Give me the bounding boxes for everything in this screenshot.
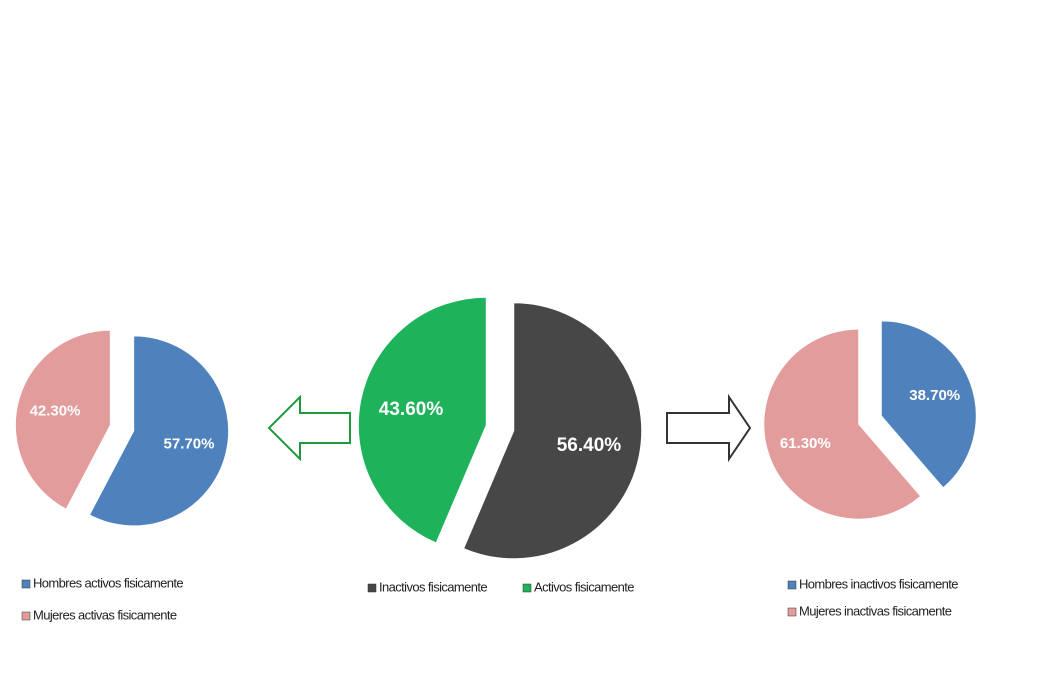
legend-swatch: [787, 580, 797, 590]
legend-swatch: [21, 611, 31, 621]
data-label: 38.70%: [909, 387, 960, 404]
pie-slice: [462, 302, 643, 560]
data-label: 61.30%: [780, 435, 831, 452]
data-label: 42.30%: [30, 402, 81, 419]
pie-slice: [14, 329, 111, 510]
legend-label: Hombres inactivos fisicamente: [799, 576, 958, 591]
pie-slice: [763, 328, 922, 520]
data-label: 56.40%: [557, 435, 622, 456]
legend-swatch: [787, 607, 797, 617]
legend-swatch: [21, 579, 31, 589]
pie-slice: [88, 335, 230, 527]
arrow-left: [267, 394, 351, 462]
pie-slice: [880, 320, 977, 489]
legend-label: Activos fisicamente: [534, 579, 634, 594]
arrow-right: [666, 393, 752, 463]
legend-label: Mujeres activas fisicamente: [33, 607, 177, 622]
data-label: 57.70%: [164, 435, 215, 452]
legend-label: Mujeres inactivas fisicamente: [799, 603, 952, 618]
pie-slice: [357, 296, 487, 544]
legend-label: Hombres activos fisicamente: [33, 575, 183, 590]
legend-label: Inactivos fisicamente: [379, 579, 487, 594]
data-label: 43.60%: [379, 399, 444, 420]
legend-swatch: [367, 583, 377, 593]
legend-swatch: [522, 583, 532, 593]
